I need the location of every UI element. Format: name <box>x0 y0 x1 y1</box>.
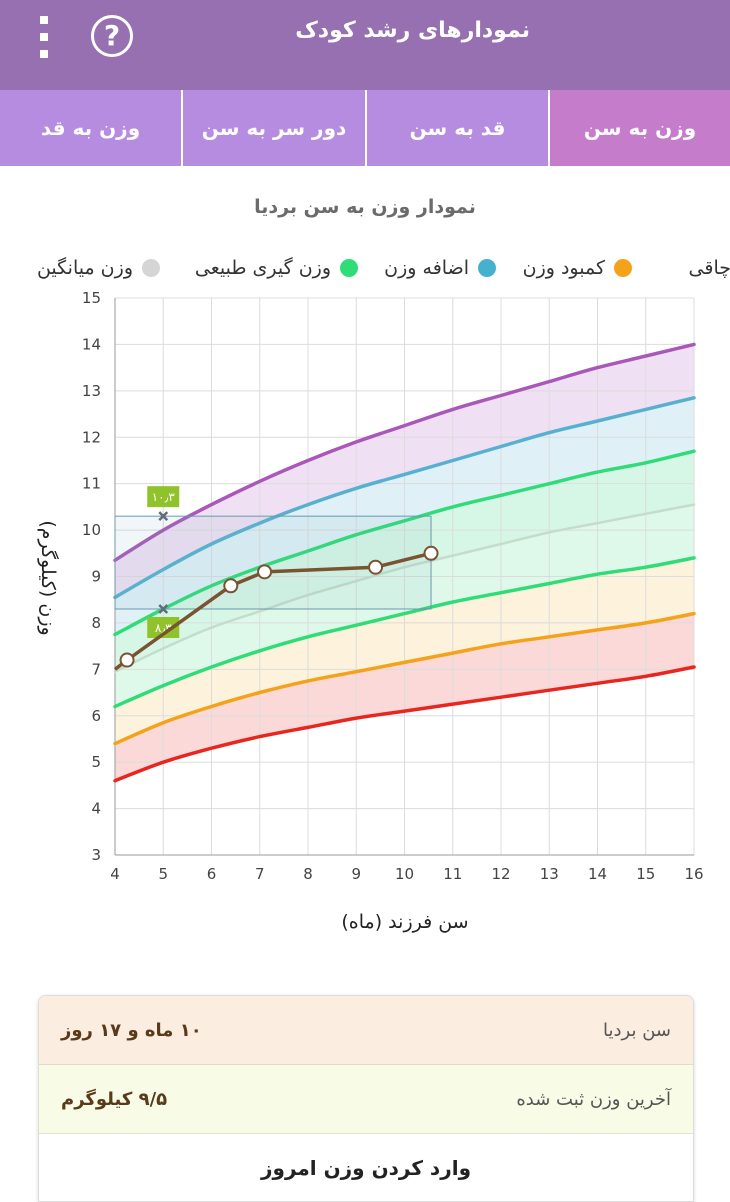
child-weight-point[interactable] <box>119 652 135 668</box>
age-value: ۱۰ ماه و ۱۷ روز <box>61 1019 202 1041</box>
x-tick-label: 5 <box>158 865 168 883</box>
enter-weight-label: وارد کردن وزن امروز <box>261 1155 471 1180</box>
x-tick-label: 6 <box>207 865 217 883</box>
legend-item-underweight[interactable]: کمبود وزن <box>523 254 632 282</box>
x-tick-label: 11 <box>443 865 462 883</box>
range-marker-badge <box>147 616 180 638</box>
curve-underweight <box>113 611 696 746</box>
legend-item-average[interactable]: وزن میانگین <box>37 254 160 282</box>
range-marker-label: ۱۰٫۳ <box>152 490 176 504</box>
legend-label: وزن میانگین <box>36 257 133 279</box>
range-marker-badge <box>147 486 180 508</box>
legend-item-obesity[interactable]: چاقی <box>689 254 730 282</box>
legend-dot <box>614 259 632 277</box>
app-bar: ? نمودارهای رشد کودک <box>0 0 730 90</box>
curve-overweight <box>113 396 696 600</box>
y-tick-label: 8 <box>91 614 101 632</box>
x-tick-label: 7 <box>255 865 265 883</box>
chart-title: نمودار وزن به سن بردیا <box>254 196 476 218</box>
x-tick-label: 9 <box>351 865 361 883</box>
child-weight-point[interactable] <box>257 564 273 580</box>
tab-weight-for-age[interactable]: وزن به سن <box>548 90 730 166</box>
y-tick-label: 4 <box>91 800 101 818</box>
child-weight-point[interactable] <box>368 559 384 575</box>
x-tick-label: 8 <box>303 865 313 883</box>
y-tick-label: 11 <box>82 475 101 493</box>
range-marker <box>158 511 169 522</box>
enter-weight-button[interactable]: وارد کردن وزن امروز <box>39 1134 693 1201</box>
legend-label: اضافه وزن <box>384 257 469 279</box>
curve-normal_upper <box>113 449 696 637</box>
legend-dot <box>478 259 496 277</box>
help-icon[interactable]: ? <box>91 15 133 57</box>
legend-item-normal[interactable]: وزن گیری طبیعی <box>195 254 358 282</box>
y-tick-label: 10 <box>82 521 101 539</box>
more-vert-icon[interactable] <box>36 14 52 60</box>
curve-average <box>113 503 696 673</box>
tab-weight-for-height[interactable]: وزن به قد <box>40 116 141 140</box>
curve-severe_underweight <box>113 665 696 783</box>
x-tick-label: 15 <box>636 865 655 883</box>
age-row: سن بردیا ۱۰ ماه و ۱۷ روز <box>39 996 693 1065</box>
last-weight-label: آخرین وزن ثبت شده <box>516 1088 671 1110</box>
x-tick-label: 12 <box>491 865 510 883</box>
chart-legend: چاقی کمبود وزن اضافه وزن وزن گیری طبیعی … <box>0 254 730 286</box>
y-tick-label: 14 <box>82 335 101 353</box>
y-tick-label: 13 <box>82 382 101 400</box>
x-axis-label: سن فرزند (ماه) <box>341 911 468 933</box>
chart-tabs: وزن به قد دور سر به سن قد به سن وزن به س… <box>0 90 730 166</box>
y-tick-label: 6 <box>91 707 101 725</box>
y-tick-label: 12 <box>82 428 101 446</box>
legend-label: چاقی <box>688 257 730 279</box>
child-weight-point[interactable] <box>423 545 439 561</box>
legend-dot <box>142 259 160 277</box>
range-marker <box>158 604 169 614</box>
x-tick-label: 14 <box>588 865 607 883</box>
x-tick-label: 10 <box>395 865 414 883</box>
y-axis-label: وزن (کیلوگرم) <box>37 520 60 635</box>
legend-dot <box>340 259 358 277</box>
legend-item-overweight[interactable]: اضافه وزن <box>384 254 496 282</box>
info-card: سن بردیا ۱۰ ماه و ۱۷ روز آخرین وزن ثبت ش… <box>38 995 694 1202</box>
weight-for-age-chart: ۱۰٫۳۸٫۳ 4 5 6 7 8 9 10 11 12 13 14 15 16 34567891011… <box>37 290 704 933</box>
weight-row: آخرین وزن ثبت شده ۹/۵ کیلوگرم <box>39 1065 693 1134</box>
y-tick-label: 5 <box>91 753 101 771</box>
child-weight-point[interactable] <box>223 578 239 594</box>
tab-head-circumference[interactable]: دور سر به سن <box>181 90 365 166</box>
age-label: سن بردیا <box>603 1019 671 1041</box>
y-tick-label: 9 <box>91 568 101 586</box>
x-tick-label: 4 <box>110 865 120 883</box>
healthy-range-box <box>114 515 432 610</box>
tab-height-for-age[interactable]: قد به سن <box>365 90 548 166</box>
legend-label: وزن گیری طبیعی <box>194 257 331 279</box>
y-tick-label: 7 <box>91 660 101 678</box>
y-tick-label: 15 <box>82 290 101 307</box>
legend-label: کمبود وزن <box>522 257 605 279</box>
y-tick-label: 3 <box>91 846 101 864</box>
curve-normal_lower <box>113 556 696 709</box>
last-weight-value: ۹/۵ کیلوگرم <box>61 1088 168 1110</box>
curve-obesity <box>113 342 696 563</box>
app-title: نمودارهای رشد کودک <box>295 18 530 43</box>
x-tick-label: 13 <box>540 865 559 883</box>
x-tick-label: 16 <box>684 865 703 883</box>
